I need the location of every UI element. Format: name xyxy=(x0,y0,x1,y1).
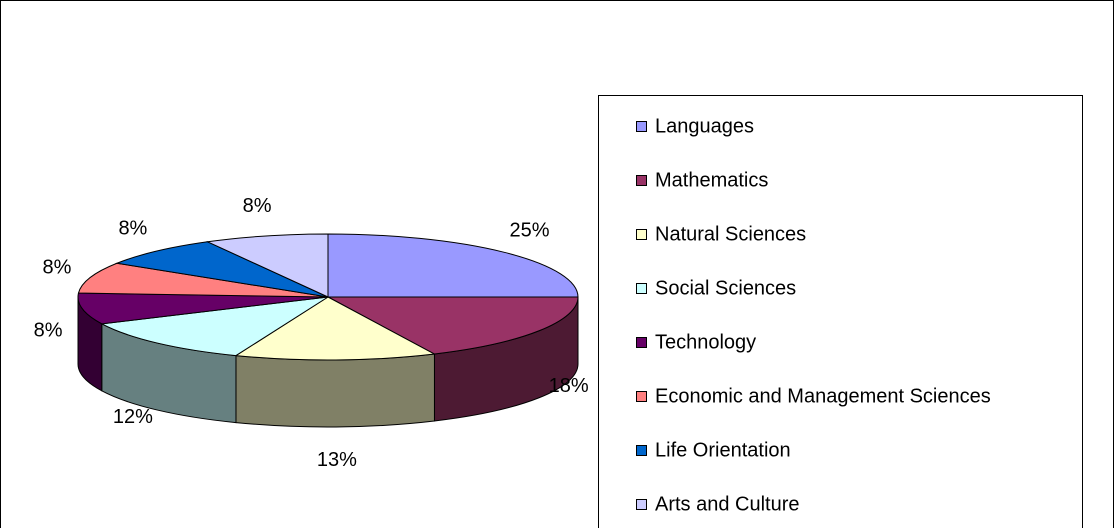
pie-slice xyxy=(100,296,329,357)
legend-swatch xyxy=(636,283,647,294)
legend-label: Natural Sciences xyxy=(655,223,806,245)
data-label: 12% xyxy=(113,406,153,428)
pie-side xyxy=(235,353,435,428)
data-label: 8% xyxy=(243,195,272,217)
legend-label: Life Orientation xyxy=(655,439,791,461)
legend-label: Social Sciences xyxy=(655,277,796,299)
data-label: 13% xyxy=(317,449,357,471)
legend-label: Economic and Management Sciences xyxy=(655,385,991,407)
legend-box xyxy=(598,95,1083,528)
pie-slice xyxy=(115,241,329,298)
data-label: 18% xyxy=(549,375,589,397)
data-label: 8% xyxy=(118,217,147,239)
pie-slice xyxy=(205,233,329,298)
legend-swatch xyxy=(636,445,647,456)
pie-slice xyxy=(77,262,329,298)
data-label: 25% xyxy=(510,220,550,242)
legend-swatch xyxy=(636,175,647,186)
legend-label: Languages xyxy=(655,115,754,137)
pie-slice xyxy=(327,296,579,355)
legend-label: Mathematics xyxy=(655,169,768,191)
legend-swatch xyxy=(636,337,647,348)
data-label: 8% xyxy=(34,319,63,341)
pie-slice xyxy=(77,292,329,325)
legend-label: Technology xyxy=(655,331,756,353)
legend-swatch xyxy=(636,499,647,510)
pie-slice xyxy=(234,296,437,361)
legend-swatch xyxy=(636,391,647,402)
data-label: 8% xyxy=(42,257,71,279)
legend-label: Arts and Culture xyxy=(655,493,800,515)
legend-swatch xyxy=(636,229,647,240)
pie-slice xyxy=(327,233,579,298)
legend-swatch xyxy=(636,121,647,132)
